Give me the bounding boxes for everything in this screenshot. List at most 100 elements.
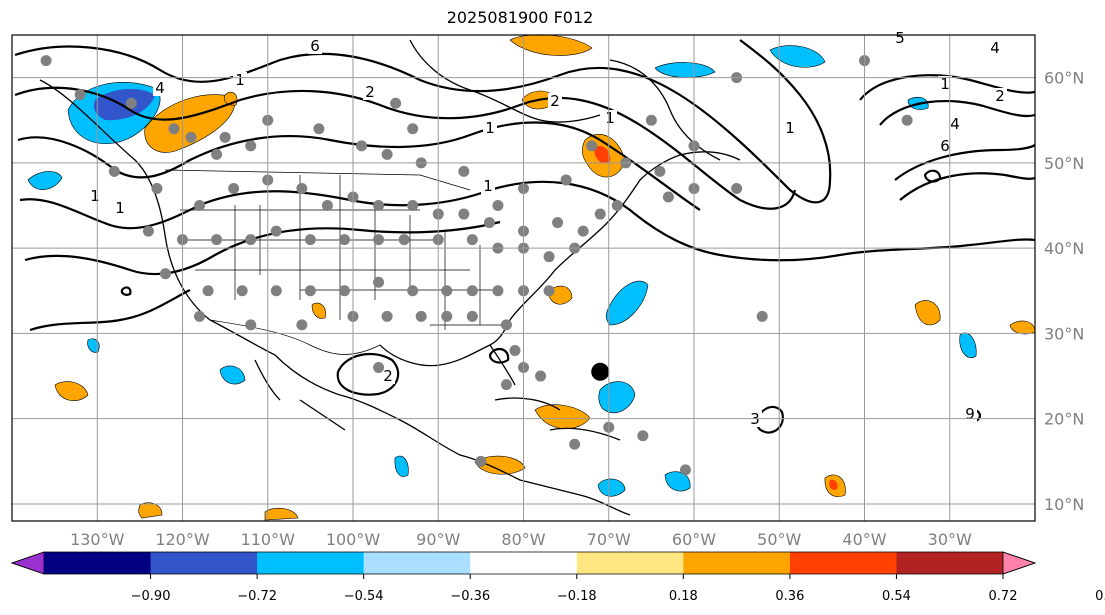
station-dot [338, 234, 350, 246]
station-dot [304, 285, 316, 297]
contour-label: 2 [365, 83, 375, 101]
colorbar-swatch [470, 552, 578, 574]
station-dot [228, 182, 240, 194]
colorbar-outline [10, 551, 1037, 575]
contour-label: 5 [895, 29, 905, 47]
lon-tick-label: 120°W [155, 530, 210, 549]
lat-tick-label: 20°N [1044, 410, 1084, 429]
colorbar-swatch [789, 552, 897, 574]
map-frame [11, 34, 1036, 522]
colorbar-swatch [363, 552, 471, 574]
colorbar-extend-high [1002, 551, 1037, 575]
station-dot [492, 200, 504, 212]
contour-label-bg [938, 76, 952, 92]
contour-label-bg [113, 200, 127, 216]
station-dot [151, 182, 163, 194]
station-dot [458, 208, 470, 220]
station-dot [381, 148, 393, 160]
colorbar-tick-label: 0.36 [775, 589, 804, 604]
contour-label-bg [88, 188, 102, 204]
station-dot [756, 310, 768, 322]
station-dot [500, 379, 512, 391]
station-dot [194, 310, 206, 322]
longitude-tick-labels: 130°W 120°W 110°W 100°W 90°W 80°W 70°W 60°W 50°W… [70, 530, 972, 549]
station-dot [466, 285, 478, 297]
station-dot [108, 165, 120, 177]
lon-tick-label: 60°W [672, 530, 716, 549]
station-dot [338, 285, 350, 297]
contour-label: 6 [940, 137, 950, 155]
lat-lon-gridlines [12, 35, 1035, 521]
station-dot [509, 344, 521, 356]
storm-center-marker [591, 362, 610, 381]
station-dot [373, 362, 385, 374]
colorbar-swatch [257, 552, 365, 574]
station-dot [202, 285, 214, 297]
contour-label-bg [483, 120, 497, 136]
colorbar-swatch [683, 552, 791, 574]
station-dot [245, 319, 257, 331]
station-dot [159, 268, 171, 280]
colorbar-tick-label: 0.90 [1095, 589, 1105, 604]
station-dot [321, 200, 333, 212]
contour-label: 9 [965, 405, 975, 423]
colorbar-swatch [896, 552, 1004, 574]
contour-label: 4 [990, 39, 1000, 57]
station-dot [679, 464, 691, 476]
station-dot [407, 200, 419, 212]
colorbar-tick-label: −0.54 [344, 589, 384, 604]
contour-label-bg [938, 138, 952, 154]
contour-label-bg [893, 30, 907, 46]
colorbar-tick-labels: −0.90 −0.72 −0.54 −0.36 −0.18 0.18 0.36 0.54 0.7… [131, 574, 1105, 604]
station-dot [373, 234, 385, 246]
station-dot [185, 131, 197, 143]
colorbar-extend-low [10, 551, 45, 575]
contour-label-bg [783, 120, 797, 136]
contour-label: 2 [383, 367, 393, 385]
colorbar-tick-label: −0.36 [450, 589, 490, 604]
contour-label: 1 [115, 199, 125, 217]
contour-label-bg [153, 80, 167, 96]
contour-label: 2 [995, 87, 1005, 105]
contour-label: 1 [90, 187, 100, 205]
lon-tick-label: 30°W [928, 530, 972, 549]
station-dot [219, 131, 231, 143]
contour-label: 1 [605, 109, 615, 127]
station-dot [577, 225, 589, 237]
colorbar-swatch [44, 552, 152, 574]
lon-tick-label: 80°W [501, 530, 545, 549]
lon-tick-label: 50°W [757, 530, 801, 549]
contour-label: 1 [235, 71, 245, 89]
contour-label-bg [308, 38, 322, 54]
station-dot [543, 285, 555, 297]
lon-tick-label: 110°W [241, 530, 296, 549]
contour-label-bg [548, 93, 562, 109]
contour-label-bg [381, 368, 395, 384]
lon-tick-label: 90°W [416, 530, 460, 549]
colorbar-swatch [576, 552, 684, 574]
station-dot [245, 234, 257, 246]
colorbar-tick-label: −0.72 [237, 589, 277, 604]
station-markers [40, 55, 913, 476]
station-dot [475, 455, 487, 467]
station-dot [492, 285, 504, 297]
colorbar-tick-label: −0.18 [557, 589, 597, 604]
station-dot [441, 310, 453, 322]
lat-tick-label: 60°N [1044, 69, 1084, 88]
station-dot [415, 310, 427, 322]
coastlines [39, 39, 741, 516]
station-dot [466, 310, 478, 322]
contour-label: 6 [310, 37, 320, 55]
colorbar-tick-label: −0.90 [131, 589, 171, 604]
lon-tick-label: 40°W [842, 530, 886, 549]
plot-title: 2025081900 F012 [446, 8, 594, 27]
station-dot [594, 208, 606, 220]
lat-tick-label: 10°N [1044, 495, 1084, 514]
lat-tick-label: 30°N [1044, 324, 1084, 343]
station-dot [441, 285, 453, 297]
station-dot [586, 140, 598, 152]
colorbar-swatch [150, 552, 258, 574]
station-dot [901, 114, 913, 126]
